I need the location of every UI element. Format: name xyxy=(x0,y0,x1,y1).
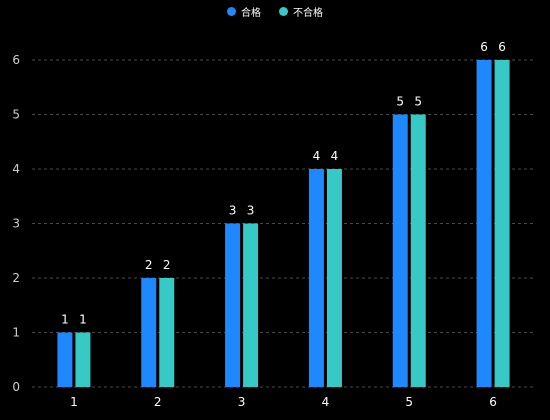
legend-item-series-0[interactable]: 合格 xyxy=(227,4,261,19)
data-label-series-1-cat-2: 3 xyxy=(247,204,255,218)
legend-item-series-1[interactable]: 不合格 xyxy=(279,4,323,19)
x-tick-label-4: 5 xyxy=(405,395,413,409)
legend-dot-series-0 xyxy=(227,7,236,16)
bar-series-1-cat-5[interactable] xyxy=(494,60,510,387)
x-tick-label-1: 2 xyxy=(154,395,162,409)
y-tick-label-2: 2 xyxy=(12,271,20,285)
y-tick-label-5: 5 xyxy=(12,108,20,122)
data-label-series-0-cat-0: 1 xyxy=(61,313,69,327)
x-tick-label-2: 3 xyxy=(238,395,246,409)
bar-series-0-cat-2[interactable] xyxy=(225,223,241,388)
data-label-series-1-cat-4: 5 xyxy=(414,95,422,109)
data-label-series-0-cat-2: 3 xyxy=(229,204,237,218)
data-label-series-1-cat-0: 1 xyxy=(79,313,87,327)
data-label-series-1-cat-3: 4 xyxy=(331,149,339,163)
bar-series-1-cat-3[interactable] xyxy=(326,169,342,387)
data-label-series-0-cat-4: 5 xyxy=(396,95,404,109)
data-label-series-0-cat-1: 2 xyxy=(145,258,153,272)
bar-series-0-cat-4[interactable] xyxy=(392,114,408,388)
y-tick-label-0: 0 xyxy=(12,380,20,394)
y-tick-label-6: 6 xyxy=(12,53,20,67)
data-label-series-1-cat-5: 6 xyxy=(498,40,506,54)
x-tick-label-5: 6 xyxy=(489,395,497,409)
y-tick-label-4: 4 xyxy=(12,162,20,176)
bar-series-0-cat-0[interactable] xyxy=(57,332,73,388)
legend-label-series-1: 不合格 xyxy=(293,8,323,19)
bar-series-1-cat-1[interactable] xyxy=(159,278,175,387)
bar-series-0-cat-3[interactable] xyxy=(308,169,324,387)
legend-dot-series-1 xyxy=(279,7,288,16)
bar-series-0-cat-5[interactable] xyxy=(476,60,492,387)
x-tick-label-3: 4 xyxy=(322,395,330,409)
legend-label-series-0: 合格 xyxy=(241,8,261,19)
bar-series-0-cat-1[interactable] xyxy=(141,278,157,387)
bar-series-1-cat-0[interactable] xyxy=(75,332,91,388)
data-label-series-0-cat-5: 6 xyxy=(480,40,488,54)
y-tick-label-3: 3 xyxy=(12,217,20,231)
legend: 合格 不合格 xyxy=(0,4,550,19)
data-label-series-1-cat-1: 2 xyxy=(163,258,171,272)
bar-series-1-cat-2[interactable] xyxy=(243,223,259,388)
y-tick-label-1: 1 xyxy=(12,326,20,340)
x-tick-label-0: 1 xyxy=(70,395,78,409)
bar-series-1-cat-4[interactable] xyxy=(410,114,426,388)
data-label-series-0-cat-3: 4 xyxy=(313,149,321,163)
